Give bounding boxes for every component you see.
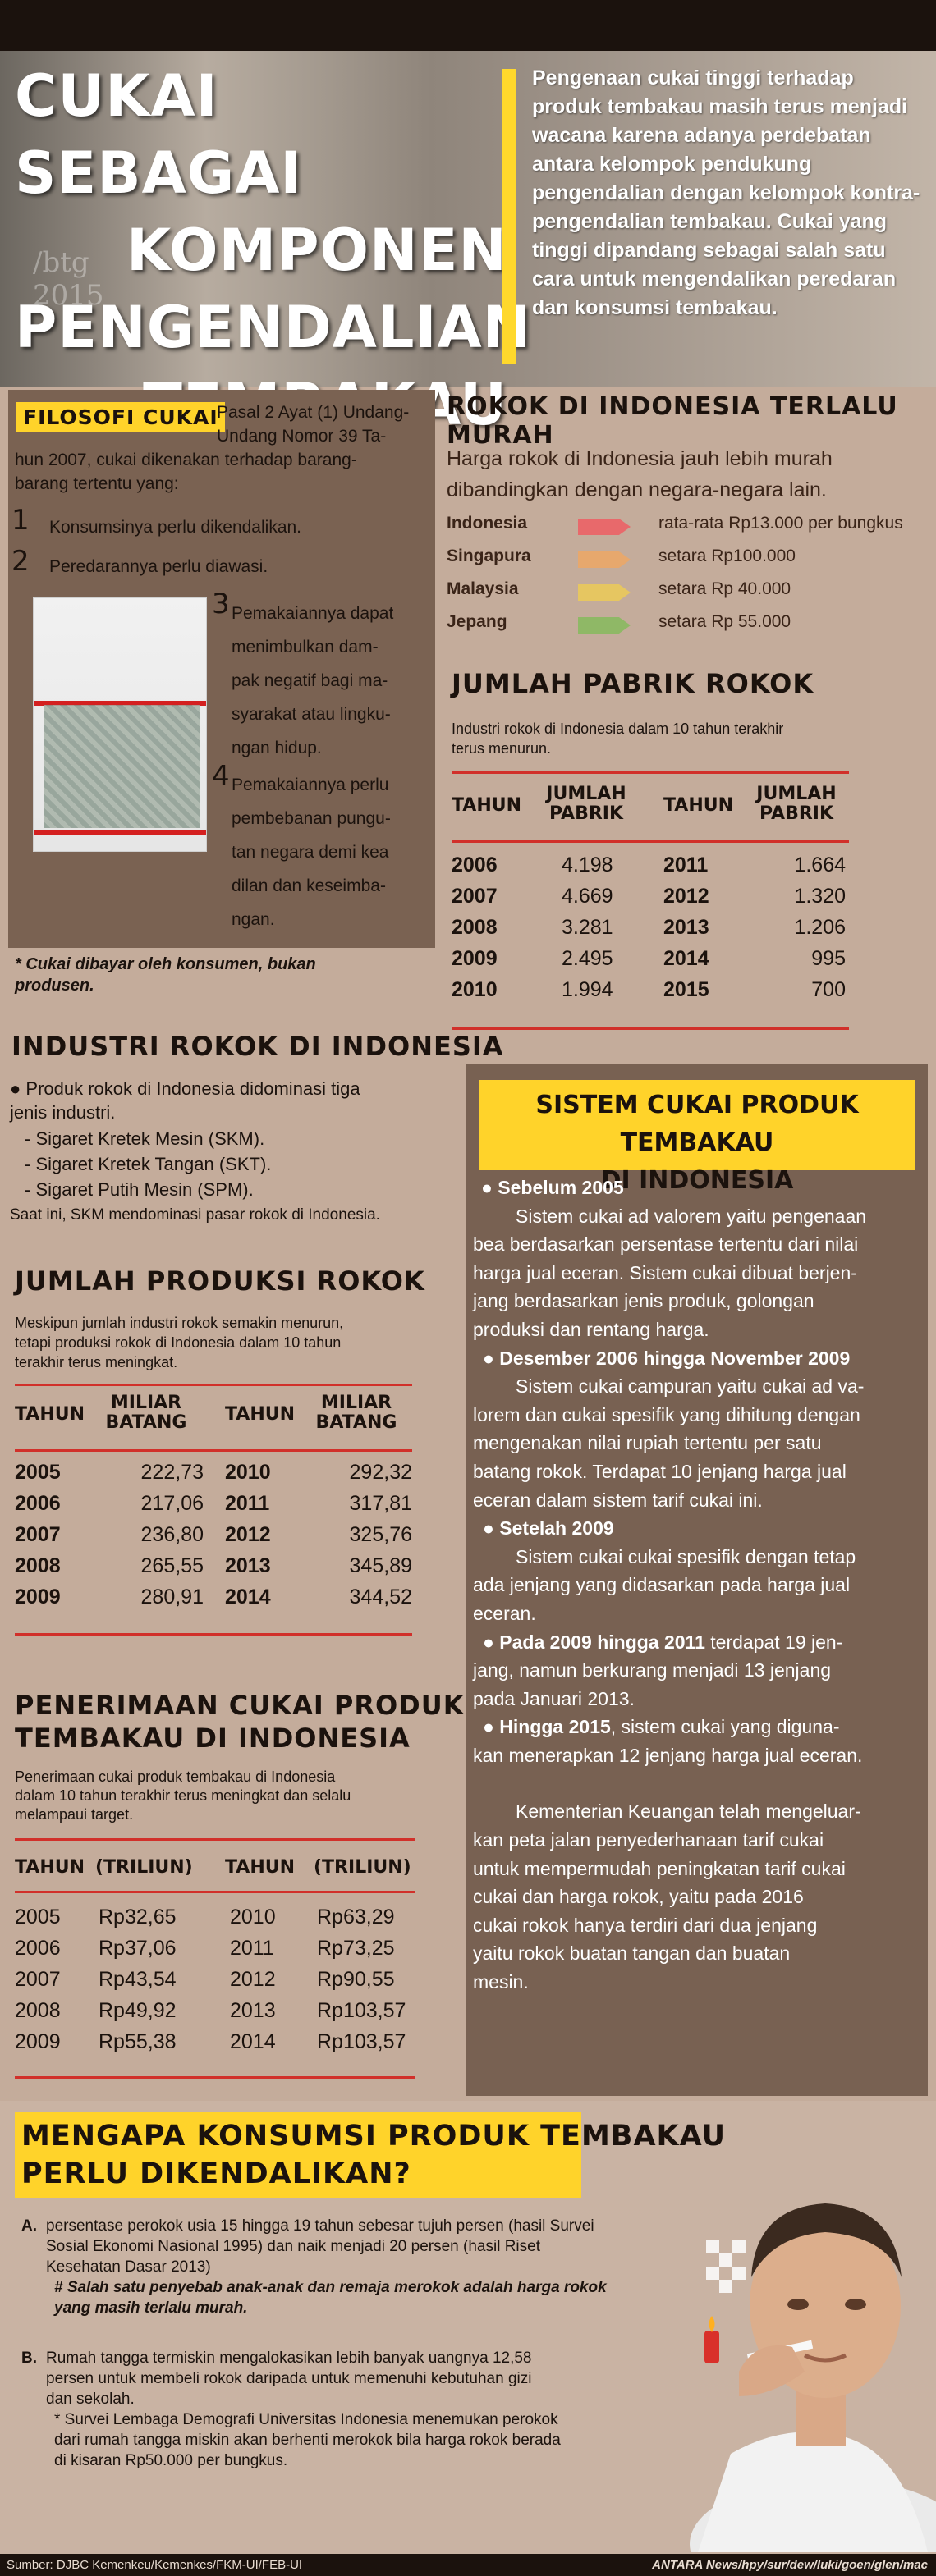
- list-item: - Sigaret Kretek Tangan (SKT).: [25, 1154, 272, 1174]
- industri-bullet: ● Produk rokok di Indonesia didominasi t…: [10, 1078, 360, 1123]
- pabrik-table: TAHUN JUMLAH PABRIK TAHUN JUMLAH PABRIK …: [452, 784, 846, 1002]
- pabrik-desc: Industri rokok di Indonesia dalam 10 tah…: [452, 721, 784, 757]
- price-comparison-list: Indonesia rata-rata Rp13.000 per bungkus…: [447, 514, 906, 645]
- filosofi-item-2: Peredarannya perlu diawasi.: [49, 557, 268, 576]
- arrow-icon: [578, 551, 631, 568]
- mengapa-text: A. persentase perokok usia 15 hingga 19 …: [21, 2217, 607, 2469]
- page-title: Cukai Sebagai Komponen Pengendalian Temb…: [15, 62, 532, 438]
- filosofi-note: * Cukai dibayar oleh konsumen, bukan pro…: [15, 955, 316, 995]
- cigarette-pack-image: [33, 597, 207, 852]
- penerimaan-table: TAHUN (TRILIUN) TAHUN (TRILIUN) 2005 Rp32…: [15, 1857, 411, 2054]
- rokok-murah-desc: Harga rokok di Indonesia jauh lebih mura…: [447, 447, 833, 501]
- filosofi-num-4: 4: [212, 760, 230, 793]
- top-bar: [0, 0, 936, 51]
- penerimaan-rule-bottom: [15, 2076, 415, 2079]
- filosofi-title: FILOSOFI CUKAI: [16, 402, 225, 432]
- filosofi-intro-full-1: hun 2007, cukai dikenakan terhadap baran…: [15, 451, 357, 469]
- arrow-icon: [578, 584, 631, 601]
- price-row: Singapura setara Rp100.000: [447, 547, 906, 579]
- filosofi-item-3: Pemakaiannya dapat menimbulkan dam- pak …: [232, 604, 394, 757]
- rokok-murah-title: ROKOK DI INDONESIA TERLALU MURAH: [447, 392, 898, 450]
- filosofi-num-3: 3: [212, 588, 230, 620]
- credit-text: ANTARA News/hpy/sur/dew/luki/goen/glen/m…: [652, 2558, 928, 2572]
- produksi-desc: Meskipun jumlah industri rokok semakin m…: [15, 1315, 344, 1370]
- produksi-title: JUMLAH PRODUKSI ROKOK: [15, 1265, 425, 1297]
- source-text: Sumber: DJBC Kemenkeu/Kemenkes/FKM-UI/FE…: [7, 2558, 303, 2572]
- filosofi-intro-right-1: Pasal 2 Ayat (1) Undang-: [217, 403, 410, 422]
- smoking-man-illustration: [690, 2203, 936, 2552]
- industri-note: Saat ini, SKM mendominasi pasar rokok di…: [10, 1206, 380, 1224]
- hero-photo: [0, 51, 936, 387]
- produksi-rule-mid: [15, 1449, 412, 1452]
- filosofi-item-1: Konsumsinya perlu dikendalikan.: [49, 518, 302, 537]
- hero-intro: Pengenaan cukai tinggi terhadap produk t…: [532, 66, 920, 319]
- list-item: - Sigaret Putih Mesin (SPM).: [25, 1179, 254, 1200]
- penerimaan-title: PENERIMAAN CUKAI PRODUK TEMBAKAU DI INDO…: [15, 1690, 465, 1754]
- pabrik-title: JUMLAH PABRIK ROKOK: [452, 668, 814, 699]
- produksi-rule-top: [15, 1384, 412, 1386]
- produksi-rule-bottom: [15, 1633, 412, 1636]
- filosofi-intro-right-2: Undang Nomor 39 Ta-: [217, 427, 387, 446]
- produksi-table: TAHUN MILIAR BATANG TAHUN MILIAR BATANG …: [15, 1393, 412, 1609]
- price-row: Indonesia rata-rata Rp13.000 per bungkus: [447, 514, 906, 547]
- hero-photo-text: /btg 2015: [33, 246, 104, 312]
- filosofi-item-4: Pemakaiannya perlu pembebanan pungu- tan…: [232, 776, 391, 929]
- penerimaan-rule-mid: [15, 1891, 415, 1893]
- penerimaan-desc: Penerimaan cukai produk tembakau di Indo…: [15, 1768, 351, 1823]
- price-row: Malaysia setara Rp 40.000: [447, 579, 906, 612]
- industri-list: - Sigaret Kretek Mesin (SKM). - Sigaret …: [25, 1126, 271, 1202]
- pabrik-rule-top: [452, 771, 849, 774]
- filosofi-num-2: 2: [11, 545, 30, 578]
- arrow-icon: [578, 519, 631, 535]
- sistem-title-bg: [479, 1080, 915, 1170]
- sistem-panel: [466, 1064, 928, 2096]
- arrow-icon: [578, 617, 631, 634]
- footer: Sumber: DJBC Kemenkeu/Kemenkes/FKM-UI/FE…: [0, 2554, 936, 2576]
- hero-accent-bar: [502, 69, 516, 364]
- penerimaan-rule-top: [15, 1838, 415, 1841]
- mengapa-title: MENGAPA KONSUMSI PRODUK TEMBAKAU PERLU D…: [21, 2120, 727, 2190]
- filosofi-intro-full-2: barang tertentu yang:: [15, 474, 179, 493]
- sistem-title: SISTEM CUKAI PRODUK TEMBAKAU DI INDONESI…: [535, 1091, 859, 1195]
- pabrik-rule-mid: [452, 840, 849, 843]
- sistem-text: ● Sebelum 2005 Sistem cukai ad valorem y…: [473, 1177, 867, 1993]
- pabrik-rule-bottom: [452, 1027, 849, 1030]
- industri-title: INDUSTRI ROKOK DI INDONESIA: [11, 1031, 504, 1062]
- price-row: Jepang setara Rp 55.000: [447, 612, 906, 645]
- mengapa-title-bg: [15, 2112, 581, 2198]
- filosofi-num-1: 1: [11, 504, 30, 537]
- list-item: - Sigaret Kretek Mesin (SKM).: [25, 1128, 265, 1149]
